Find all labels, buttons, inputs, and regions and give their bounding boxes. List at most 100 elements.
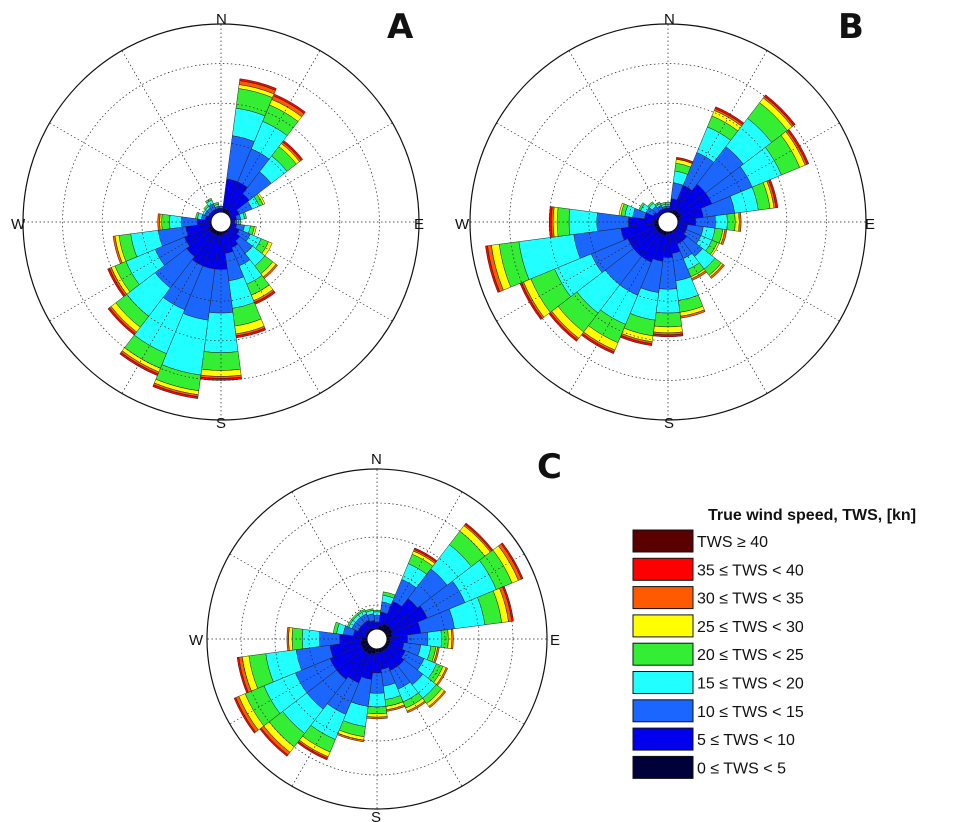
bar-dir-135-bin-30-35 <box>428 690 447 709</box>
bar-dir-90-bin-30-35 <box>738 212 742 232</box>
grid-ring-3 <box>548 102 788 342</box>
compass-label-s: S <box>664 415 674 432</box>
compass-label-w: W <box>11 216 26 233</box>
compass-label-w: W <box>455 216 470 233</box>
grid-spoke-240 <box>496 221 669 322</box>
grid-spoke-240 <box>49 221 222 322</box>
legend-label-4: 25 ≤ TWS < 30 <box>697 619 804 636</box>
bar-dir-210-bin-35-40 <box>119 352 159 376</box>
grid-spoke-300 <box>49 122 222 223</box>
compass-label-e: E <box>865 216 875 233</box>
polar-grid <box>23 24 419 420</box>
compass-label-s: S <box>216 415 226 432</box>
grid-spoke-60 <box>667 122 840 223</box>
bar-dir-285-bin-25-30 <box>618 202 625 217</box>
legend-swatch-8 <box>632 727 694 751</box>
compass-label-s: S <box>371 809 381 822</box>
grid-spoke-30 <box>220 50 321 223</box>
bar-dir-30-bin-35-40 <box>272 93 306 114</box>
center-hole <box>210 211 232 233</box>
bar-dir-60-bin-25-30 <box>256 192 266 205</box>
grid-spoke-150 <box>220 221 321 394</box>
grid-spoke-120 <box>376 638 525 725</box>
legend-label-1: TWS ≥ 40 <box>697 534 768 551</box>
bar-dir-255-bin-35-40 <box>236 656 249 694</box>
bar-dir-285-bin-20-25 <box>332 621 340 634</box>
legend-label-2: 35 ≤ TWS < 40 <box>697 562 804 579</box>
grid-ring-1 <box>342 604 412 674</box>
compass-label-n: N <box>216 11 227 28</box>
grid-ring-4 <box>509 63 827 381</box>
bar-dir-270-bin-30-35 <box>157 213 161 231</box>
grid-spoke-120 <box>220 221 393 322</box>
bar-dir-15-bin-35-40 <box>239 78 277 91</box>
grid-spoke-60 <box>220 122 393 223</box>
compass-label-n: N <box>664 11 675 28</box>
legend-title: True wind speed, TWS, [kn] <box>708 507 916 524</box>
grid-spoke-150 <box>667 221 768 394</box>
legend: True wind speed, TWS, [kn] TWS ≥ 40 35 ≤ … <box>632 507 916 779</box>
bar-dir-60-bin-35-40 <box>500 542 524 580</box>
bar-dir-75-bin-35-40 <box>768 179 779 209</box>
grid-spoke-210 <box>291 638 378 787</box>
wind-rose-plot <box>22 23 420 421</box>
bar-dir-345-bin-20-25 <box>213 202 219 206</box>
bar-dir-255-bin-35-40 <box>485 245 501 293</box>
grid-spoke-210 <box>121 221 222 394</box>
legend-label-9: 0 ≤ TWS < 5 <box>697 760 786 777</box>
bar-dir-240-bin-35-40 <box>233 697 256 734</box>
legend-swatch-5 <box>632 642 694 666</box>
grid-spoke-330 <box>291 491 378 640</box>
bar-dir-105-bin-30-35 <box>720 229 728 246</box>
wind-rose-plot <box>469 23 867 421</box>
bar-dir-75-bin-20-25 <box>242 211 247 220</box>
wind-rose-panel-c: C N E S W <box>189 447 562 822</box>
grid-spoke-300 <box>229 553 378 640</box>
grid-ring-2 <box>141 142 301 302</box>
grid-spoke-60 <box>376 553 525 640</box>
bar-dir-60-bin-35-40 <box>787 128 810 165</box>
legend-swatch-4 <box>632 614 694 638</box>
bar-dir-225-bin-35-40 <box>107 307 136 336</box>
bar-dir-195-bin-35-40 <box>152 384 199 399</box>
grid-spoke-30 <box>376 491 463 640</box>
grid-spoke-30 <box>667 50 768 223</box>
panel-label-b: B <box>838 7 864 47</box>
grid-ring-2 <box>588 142 748 302</box>
compass-label-n: N <box>371 451 382 468</box>
grid-ring-4 <box>62 63 380 381</box>
grid-ring-3 <box>274 536 480 742</box>
legend-label-8: 5 ≤ TWS < 10 <box>697 732 795 749</box>
legend-swatch-6 <box>632 671 694 694</box>
bar-dir-315-bin-20-25 <box>647 201 654 208</box>
legend-swatch-9 <box>632 755 694 779</box>
grid-spoke-330 <box>568 50 669 223</box>
grid-ring-3 <box>101 102 341 342</box>
grid-spoke-120 <box>667 221 840 322</box>
bar-dir-285-bin-20-25 <box>195 211 200 220</box>
sector-bars <box>107 78 306 399</box>
legend-label-7: 10 ≤ TWS < 15 <box>697 704 804 721</box>
legend-label-6: 15 ≤ TWS < 20 <box>697 676 804 693</box>
bar-dir-255-bin-30-35 <box>112 235 123 265</box>
grid-ring-1 <box>181 182 261 262</box>
compass-label-e: E <box>414 216 424 233</box>
bar-dir-345-bin-20-25 <box>364 608 374 613</box>
polar-grid <box>207 469 547 809</box>
bar-dir-345-bin-20-25 <box>660 202 666 206</box>
legend-swatch-1 <box>632 529 694 553</box>
panel-label-a: A <box>387 7 414 47</box>
bar-dir-270-bin-20-25 <box>291 627 304 651</box>
bar-dir-90-bin-30-35 <box>450 628 454 650</box>
bar-dir-45-bin-35-40 <box>282 139 304 161</box>
bar-dir-135-bin-30-35 <box>709 263 725 279</box>
grid-spoke-330 <box>121 50 222 223</box>
legend-label-5: 20 ≤ TWS < 25 <box>697 647 804 664</box>
legend-swatch-3 <box>632 586 694 610</box>
compass-label-e: E <box>550 632 560 649</box>
grid-spoke-150 <box>376 638 463 787</box>
legend-swatch-2 <box>632 557 694 581</box>
grid-spoke-300 <box>496 122 669 223</box>
bar-dir-90-bin-20-25 <box>238 219 242 225</box>
